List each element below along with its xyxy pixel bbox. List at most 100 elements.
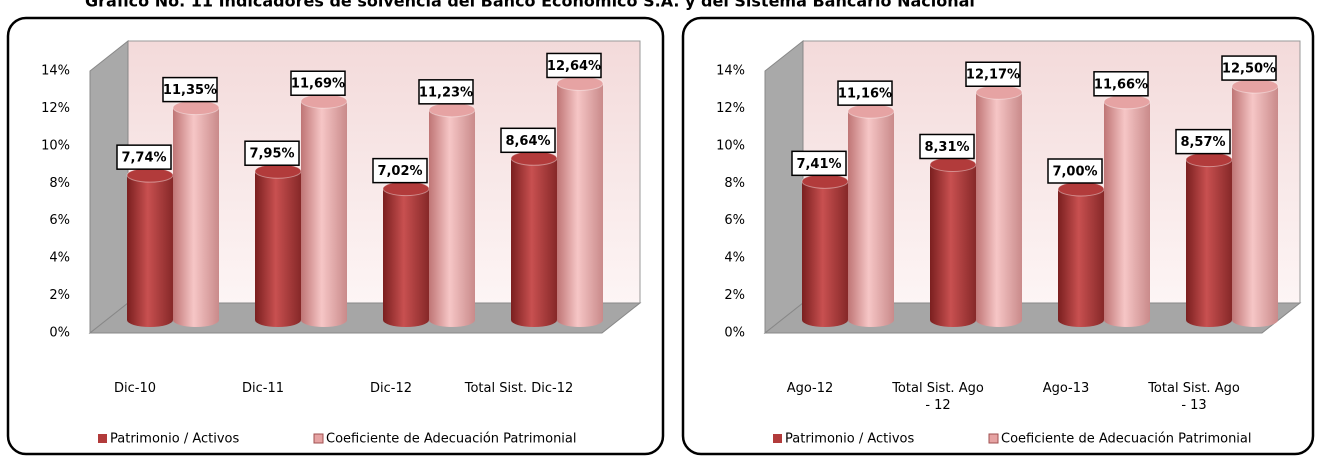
bar-top (1103, 94, 1151, 110)
bar-bottom (1186, 313, 1232, 327)
y-tick-label: 6% (724, 213, 745, 228)
y-tick-label: 14% (716, 64, 745, 79)
bar-top (172, 100, 220, 116)
data-label: 11,23% (419, 85, 473, 100)
y-tick-label: 4% (49, 251, 70, 266)
legend-swatch (313, 433, 324, 444)
y-tick-label: 4% (724, 251, 745, 266)
y-tick-label: 8% (49, 176, 70, 191)
data-label: 12,64% (547, 59, 601, 74)
side-wall (89, 39, 129, 335)
bar-bottom (127, 313, 173, 327)
bar-top (975, 84, 1023, 100)
data-label: 11,16% (838, 87, 892, 102)
data-label-box (1221, 55, 1277, 81)
bar-bottom (511, 313, 557, 327)
page-title: Gráfico No. 11 Indicadores de solvencia … (85, 0, 975, 11)
bar (976, 92, 1022, 320)
bar-bottom (255, 313, 301, 327)
data-label-box (290, 70, 346, 96)
y-tick-label: 10% (716, 138, 745, 153)
data-label-box (965, 61, 1021, 87)
bar-top (1231, 78, 1279, 94)
bar-bottom (930, 313, 976, 327)
bar (930, 164, 976, 320)
data-label: 11,35% (163, 83, 217, 98)
data-label: 12,50% (1222, 62, 1276, 77)
data-label-box (372, 157, 428, 184)
data-label: 8,31% (924, 140, 969, 155)
bar-bottom (557, 313, 603, 327)
data-label: 7,02% (377, 164, 422, 179)
panel (6, 16, 665, 456)
data-label-box (116, 144, 172, 170)
data-label: 8,57% (1180, 135, 1225, 150)
bar (301, 101, 347, 320)
y-tick-label: 6% (49, 213, 70, 228)
bar-top (300, 93, 348, 109)
bar-top (510, 150, 558, 166)
y-tick-label: 12% (716, 101, 745, 116)
data-label: 11,66% (1094, 77, 1148, 92)
data-label-box (919, 133, 975, 160)
bar (127, 175, 173, 320)
bar-top (556, 75, 604, 91)
legend-swatch (98, 434, 107, 443)
data-label: 8,64% (505, 134, 550, 149)
data-label: 11,69% (291, 77, 345, 92)
y-tick-label: 14% (41, 64, 70, 79)
x-tick-label: Dic-11 (241, 381, 284, 396)
data-label-box (500, 127, 556, 154)
bar-bottom (173, 313, 219, 327)
y-tick-label: 0% (49, 326, 70, 341)
data-label-box (418, 79, 474, 105)
x-tick-label: Ago-12 (786, 381, 834, 396)
bar (429, 109, 475, 321)
data-label-box (1093, 71, 1149, 97)
bar (255, 171, 301, 320)
floor (88, 302, 642, 334)
data-label-box (162, 76, 218, 103)
bar (173, 107, 219, 320)
legend-label: Patrimonio / Activos (110, 432, 240, 447)
bar (802, 181, 848, 320)
bar-bottom (1104, 313, 1150, 327)
x-tick-label: Total Sist. Ago - 12 (892, 381, 984, 413)
y-tick-label: 10% (41, 138, 70, 153)
floor (763, 302, 1302, 334)
bar (383, 188, 429, 320)
bar-bottom (802, 313, 848, 327)
bar-bottom (429, 313, 475, 327)
bar-bottom (848, 313, 894, 327)
y-tick-label: 2% (724, 288, 745, 303)
bar-bottom (383, 313, 429, 327)
data-label: 7,95% (249, 147, 294, 162)
bar (511, 158, 557, 320)
x-tick-label: Total Sist. Dic-12 (464, 381, 574, 396)
legend-label: Patrimonio / Activos (785, 432, 915, 447)
bar-top (801, 173, 849, 189)
panel (681, 16, 1315, 456)
data-label-box (546, 52, 602, 79)
data-label: 12,17% (966, 68, 1020, 83)
data-label-box (1047, 158, 1103, 184)
data-label-box (244, 140, 300, 166)
bar-bottom (1232, 313, 1278, 327)
side-wall (764, 39, 804, 335)
bar (1104, 101, 1150, 320)
bar-top (254, 163, 302, 179)
x-tick-label: Dic-10 (113, 381, 156, 396)
data-label: 7,00% (1052, 165, 1097, 180)
data-label: 7,74% (121, 151, 166, 166)
y-tick-label: 12% (41, 101, 70, 116)
bar (848, 111, 894, 320)
legend-label: Coeficiente de Adecuación Patrimonial (1001, 432, 1252, 447)
data-label-box (1175, 128, 1231, 155)
bar (557, 83, 603, 320)
data-label-box (791, 150, 847, 177)
data-label: 7,41% (796, 157, 841, 172)
y-tick-label: 0% (724, 326, 745, 341)
bar-top (1185, 152, 1233, 168)
